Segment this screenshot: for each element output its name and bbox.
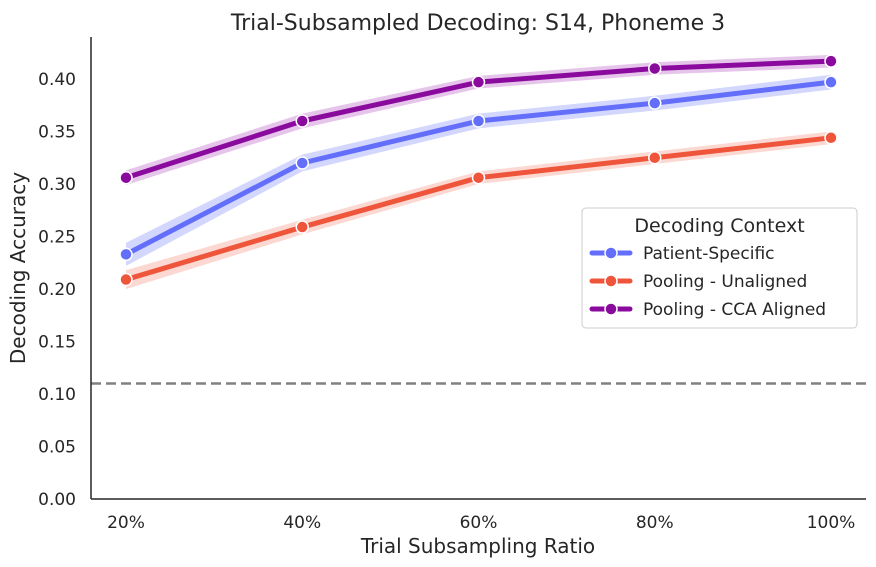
legend-box — [581, 207, 858, 329]
data-point-2-1 — [295, 114, 309, 128]
data-point-1-2 — [471, 170, 486, 185]
x-tick-label: 100% — [807, 513, 856, 533]
data-point-0-3 — [648, 96, 662, 110]
legend-swatch-marker-0 — [604, 246, 618, 260]
x-tick-label: 80% — [636, 513, 674, 533]
y-tick-label: 0.20 — [38, 280, 76, 300]
data-point-0-4 — [824, 75, 838, 89]
legend-swatch-marker-1 — [604, 274, 618, 288]
x-tick-labels: 20% 40% 60% 80% 100% — [107, 513, 855, 533]
legend-swatch-marker-2 — [604, 302, 618, 316]
data-point-2-4 — [824, 54, 838, 68]
data-point-0-0 — [119, 247, 133, 262]
data-point-2-0 — [119, 170, 133, 185]
legend-label-2: Pooling - CCA Aligned — [643, 300, 826, 320]
y-tick-labels: 0.00 0.05 0.10 0.15 0.20 0.25 0.30 0.35 0.40 — [38, 70, 76, 510]
data-point-2-2 — [471, 75, 486, 89]
x-tick-label: 40% — [283, 513, 321, 533]
x-tick-label: 20% — [107, 513, 145, 533]
data-point-1-1 — [295, 220, 309, 234]
axes — [90, 37, 866, 500]
data-point-0-2 — [471, 114, 486, 128]
data-point-2-3 — [648, 61, 662, 76]
y-tick-label: 0.25 — [38, 228, 76, 248]
legend-label-0: Patient-Specific — [643, 244, 775, 264]
legend: Decoding Context Patient-Specific Pooling … — [581, 207, 858, 329]
y-tick-label: 0.35 — [38, 123, 76, 143]
y-axis-label: Decoding Accuracy — [6, 172, 30, 364]
data-point-0-1 — [295, 156, 309, 170]
x-tick-label: 60% — [460, 513, 498, 533]
data-point-1-4 — [824, 131, 838, 145]
y-tick-label: 0.05 — [38, 438, 76, 458]
y-tick-label: 0.00 — [38, 490, 76, 510]
chart-title: Trial-Subsampled Decoding: S14, Phoneme … — [230, 11, 725, 36]
legend-title: Decoding Context — [634, 215, 804, 237]
y-tick-label: 0.10 — [38, 385, 76, 405]
data-point-1-3 — [648, 151, 662, 165]
y-tick-label: 0.40 — [38, 70, 76, 90]
x-axis-label: Trial Subsampling Ratio — [360, 534, 595, 558]
legend-label-1: Pooling - Unaligned — [643, 272, 807, 292]
series-points — [119, 54, 838, 287]
data-point-1-0 — [119, 272, 133, 287]
y-tick-label: 0.15 — [38, 333, 76, 353]
y-tick-label: 0.30 — [38, 175, 76, 195]
ci-band-0 — [126, 74, 831, 266]
